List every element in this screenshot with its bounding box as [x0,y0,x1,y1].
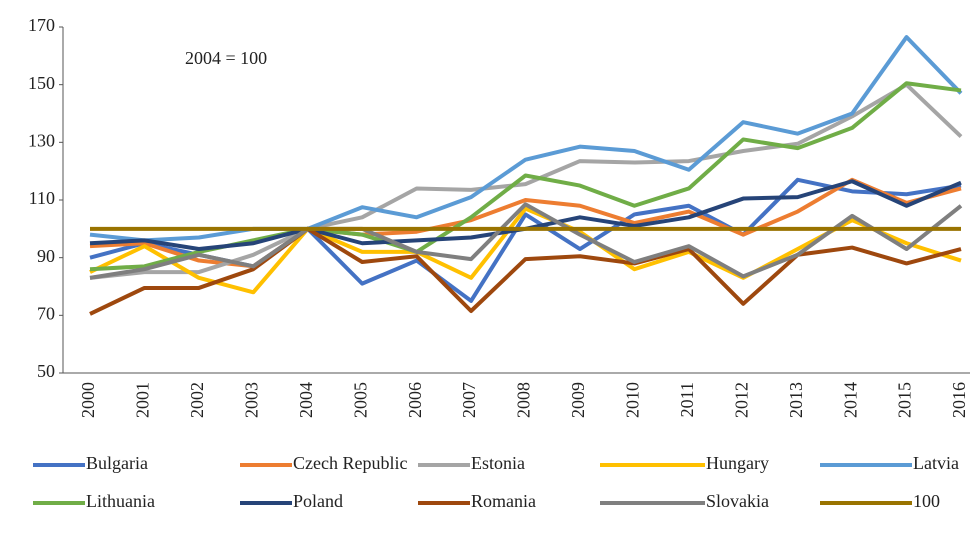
legend-label: Lithuania [86,491,155,511]
series-line [89,202,963,280]
legend-label: Slovakia [706,491,769,511]
y-tick-label: 130 [28,130,55,150]
series-line [89,177,962,269]
annotation: 2004 = 100 [185,48,267,68]
x-tick-label: 2011 [677,382,697,417]
x-tick-label: 2006 [405,382,425,418]
y-tick-label: 70 [37,303,55,323]
x-tick-label: 2008 [514,382,534,418]
x-tick-label: 2013 [786,382,806,418]
x-tick-label: 2010 [623,382,643,418]
legend-label: Poland [293,491,343,511]
legend-label: Latvia [913,453,959,473]
series-line [89,226,962,316]
x-tick-label: 2005 [350,382,370,418]
y-tick-label: 50 [37,361,55,381]
x-tick-label: 2012 [731,382,751,418]
x-tick-label: 2000 [78,382,98,418]
x-tick-label: 2003 [241,382,261,418]
series-line [89,81,962,272]
legend-label: Estonia [471,453,525,473]
x-tick-label: 2016 [949,382,969,418]
legend-label: Hungary [706,453,769,473]
y-tick-label: 170 [28,15,55,35]
y-tick-label: 150 [28,73,55,93]
legend-label: 100 [913,491,940,511]
legend-label: Bulgaria [86,453,148,473]
x-tick-label: 2009 [568,382,588,418]
x-tick-label: 2001 [133,382,153,418]
x-tick-label: 2007 [459,382,479,418]
x-tick-label: 2002 [187,382,207,418]
x-tick-label: 2015 [895,382,915,418]
x-tick-label: 2004 [296,382,316,418]
y-tick-label: 110 [29,188,55,208]
legend-label: Romania [471,491,536,511]
series-line [89,35,963,243]
x-tick-label: 2014 [840,382,860,418]
y-tick-label: 90 [37,246,55,266]
legend-label: Czech Republic [293,453,407,473]
